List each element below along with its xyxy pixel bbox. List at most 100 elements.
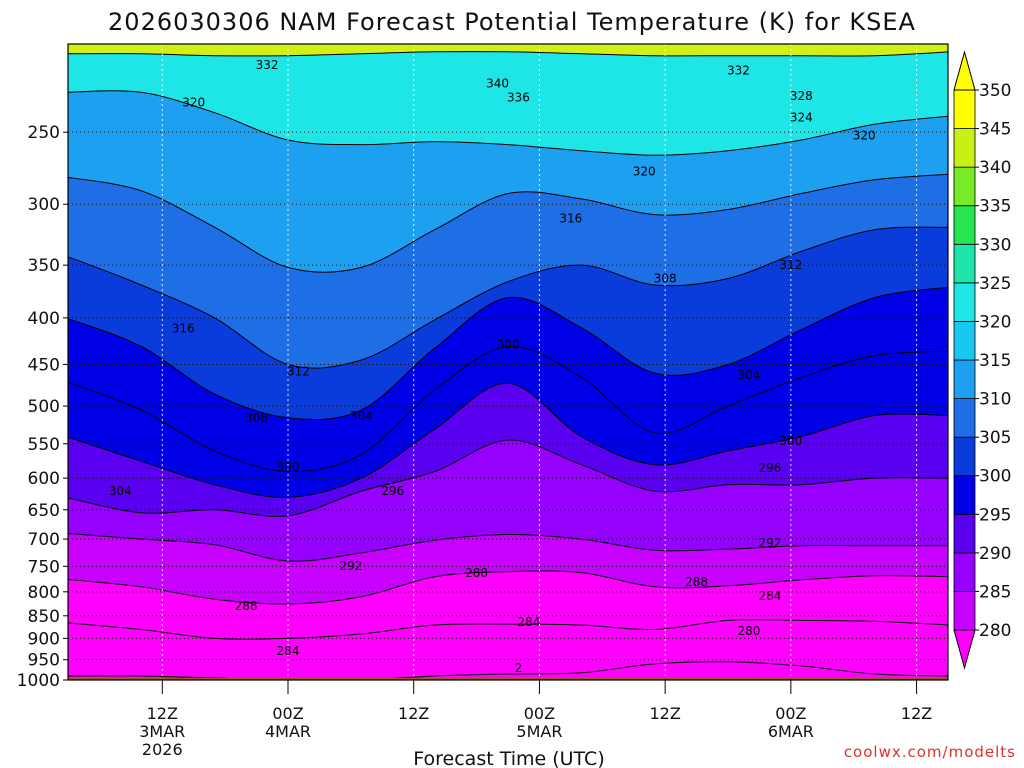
y-tick-label: 450 <box>28 355 60 375</box>
contour-label: 316 <box>559 211 582 225</box>
contour-line-284 <box>68 619 948 640</box>
contour-label: 292 <box>339 559 362 573</box>
colorbar-swatch <box>953 128 976 168</box>
contour-label: 320 <box>853 128 876 142</box>
x-tick-label: 12Z <box>901 704 932 723</box>
y-tick-label: 850 <box>28 607 60 627</box>
y-tick-label: 600 <box>28 469 60 489</box>
y-tick-label: 950 <box>28 651 60 671</box>
contour-label: 300 <box>497 338 520 352</box>
x-tick-label: 00Z <box>272 704 303 723</box>
colorbar-max-arrow <box>953 50 976 91</box>
contour-label: 308 <box>654 271 677 285</box>
contour-label: 284 <box>758 589 781 603</box>
x-tick-date: 3MAR <box>139 722 185 741</box>
contour-label: 2 <box>515 661 523 675</box>
contour-line-292 <box>68 533 948 562</box>
contour-label: 288 <box>465 566 488 580</box>
colorbar-swatch <box>953 205 976 245</box>
contour-label: 296 <box>758 461 781 475</box>
colorbar-label: 340 <box>979 158 1011 178</box>
contour-label: 304 <box>737 368 760 382</box>
contour-label: 280 <box>737 624 760 638</box>
contour-label: 304 <box>350 409 373 423</box>
contour-label: 332 <box>256 58 279 72</box>
x-tick-date: 5MAR <box>516 722 562 741</box>
x-tick-label: 12Z <box>649 704 680 723</box>
contour-line-316 <box>68 173 948 273</box>
contour-label: 300 <box>779 434 802 448</box>
y-tick-label: 300 <box>28 195 60 215</box>
x-tick-year: 2026 <box>142 740 183 759</box>
contour-label: 300 <box>277 460 300 474</box>
colorbar-swatch <box>953 243 976 284</box>
y-tick-label: 650 <box>28 501 60 521</box>
x-tick-label: 12Z <box>147 704 178 723</box>
colorbar-label: 330 <box>979 235 1011 255</box>
contour-label: 296 <box>381 484 404 498</box>
y-tick-label: 1000 <box>17 671 60 691</box>
x-tick-label: 00Z <box>524 704 555 723</box>
colorbar-label: 325 <box>979 274 1011 294</box>
colorbar-swatch <box>953 166 976 207</box>
contour-label: 292 <box>758 536 781 550</box>
colorbar-swatch <box>953 89 976 129</box>
colorbar-swatch <box>953 552 976 592</box>
colorbar-label: 345 <box>979 120 1011 140</box>
colorbar-label: 300 <box>979 467 1011 487</box>
contour-label: 304 <box>109 484 132 498</box>
colorbar-label: 280 <box>979 621 1011 641</box>
colorbar-label: 335 <box>979 197 1011 217</box>
contour-label: 288 <box>685 575 708 589</box>
y-tick-label: 350 <box>28 256 60 276</box>
contour-line-296 <box>68 439 948 517</box>
x-axis-label: Forecast Time (UTC) <box>413 748 604 768</box>
contour-line-308 <box>68 286 948 421</box>
x-tick-date: 4MAR <box>265 722 311 741</box>
chart-title: 2026030306 NAM Forecast Potential Temper… <box>108 8 916 36</box>
colorbar-label: 285 <box>979 582 1011 602</box>
colorbar-swatch <box>953 359 976 399</box>
ground <box>68 678 948 680</box>
contour-label: 308 <box>245 411 268 425</box>
contour-line-332 <box>68 51 948 57</box>
colorbar-label: 305 <box>979 428 1011 448</box>
contour-label: 336 <box>507 91 530 105</box>
x-tick-label: 12Z <box>398 704 429 723</box>
contour-label: 320 <box>182 96 205 110</box>
x-tick-date: 6MAR <box>768 722 814 741</box>
x-tick-label: 00Z <box>775 704 806 723</box>
contour-label: 328 <box>790 89 813 103</box>
y-tick-label: 700 <box>28 530 60 550</box>
colorbar-min-arrow <box>953 629 976 670</box>
contour-label: 332 <box>727 64 750 78</box>
y-axis: 2503003504004505005506006507007508008509… <box>17 123 68 691</box>
contour-line-288 <box>68 570 948 605</box>
contour-label: 320 <box>633 164 656 178</box>
contour-label: 312 <box>287 364 310 378</box>
colorbar: 280 285 290 295 300 305 310 315 320 325 330 335 340 3… <box>953 50 1011 670</box>
contour-line-312 <box>68 226 948 369</box>
credit-link[interactable]: coolwx.com/modelts <box>844 743 1016 761</box>
colorbar-label: 310 <box>979 390 1011 410</box>
contour-line-320 <box>68 90 948 156</box>
colorbar-swatch <box>953 282 976 322</box>
y-tick-label: 400 <box>28 309 60 329</box>
colorbar-label: 350 <box>979 81 1011 101</box>
contour-label: 340 <box>486 76 509 90</box>
contour-label: 288 <box>235 599 258 613</box>
contour-line-300 <box>68 382 948 498</box>
contour-label: 284 <box>517 615 540 629</box>
contour-label: 284 <box>277 644 300 658</box>
grid <box>68 44 948 680</box>
colorbar-label: 290 <box>979 544 1011 564</box>
colorbar-swatch <box>953 436 976 477</box>
theta-band-280 <box>68 661 948 680</box>
y-tick-label: 800 <box>28 583 60 603</box>
colorbar-swatch <box>953 475 976 515</box>
plot-frame <box>67 43 949 681</box>
